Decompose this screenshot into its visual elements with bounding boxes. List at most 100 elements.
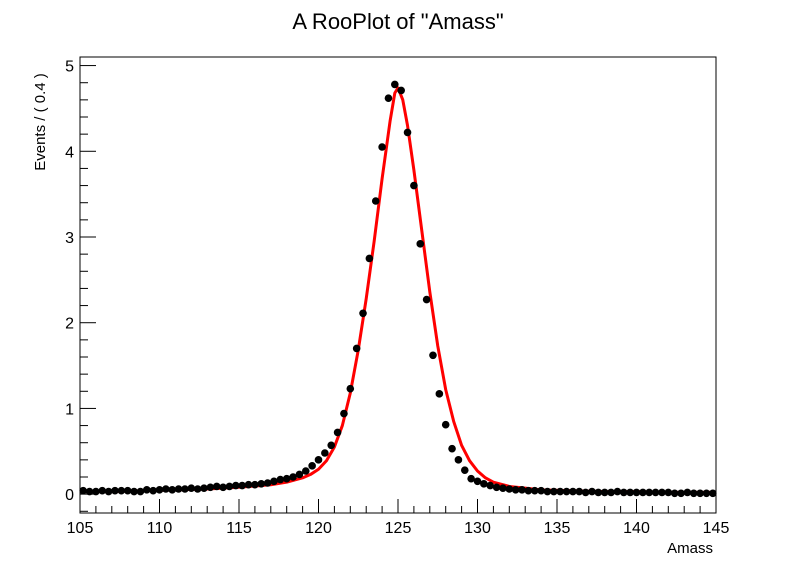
point-marker (295, 470, 304, 479)
data-point (639, 488, 647, 497)
data-point (238, 481, 246, 490)
data-point (225, 482, 234, 491)
point-marker (251, 480, 259, 489)
data-point (441, 420, 450, 429)
data-point (340, 409, 348, 418)
point-marker (168, 486, 177, 494)
y-tick-label: 3 (65, 230, 74, 247)
point-marker (340, 409, 348, 418)
data-point (365, 254, 374, 263)
data-point (321, 449, 329, 457)
point-marker (206, 483, 215, 492)
point-marker (492, 483, 501, 492)
point-marker (639, 488, 647, 497)
point-marker (518, 486, 526, 494)
data-point (308, 462, 316, 470)
point-marker (270, 477, 278, 486)
point-marker (359, 309, 367, 318)
point-marker (670, 489, 679, 498)
data-point (162, 485, 170, 493)
data-point (244, 480, 253, 489)
data-point (575, 487, 584, 496)
data-point (600, 488, 609, 497)
data-point (658, 488, 666, 497)
data-point (111, 486, 119, 495)
data-point (187, 484, 196, 492)
data-point (448, 444, 456, 453)
point-marker (212, 482, 221, 491)
point-marker (384, 94, 393, 102)
point-marker (448, 444, 456, 453)
data-point (104, 487, 113, 496)
point-marker (181, 485, 189, 493)
axes: 105 110 115 120 125 130 135 140 145 0 1 2 3 4 5 (65, 59, 729, 537)
data-point (505, 485, 514, 493)
data-point (524, 486, 533, 495)
data-point (346, 384, 355, 393)
data-point (683, 488, 692, 497)
data-point (359, 309, 367, 318)
point-marker (314, 456, 323, 464)
data-point (696, 489, 704, 498)
data-point (632, 488, 641, 497)
point-marker (702, 489, 711, 498)
x-tick-label: 120 (305, 520, 332, 537)
point-marker (136, 487, 145, 496)
fit-curve-layer (80, 86, 716, 494)
data-point (435, 390, 444, 398)
point-marker (321, 449, 329, 457)
point-marker (117, 486, 126, 495)
data-point (537, 486, 545, 495)
data-point (454, 456, 463, 464)
point-marker (562, 487, 571, 496)
point-marker (238, 481, 246, 490)
point-marker (441, 420, 450, 429)
data-point (556, 487, 564, 496)
data-point (200, 484, 208, 492)
point-marker (142, 486, 151, 494)
point-marker (651, 488, 660, 497)
data-point (98, 486, 107, 495)
data-point (378, 143, 386, 151)
data-point (664, 488, 673, 497)
data-point (467, 474, 475, 483)
x-tick-label: 145 (703, 520, 730, 537)
point-marker (709, 489, 717, 498)
data-point (384, 94, 393, 102)
data-point (371, 197, 380, 205)
data-point (709, 489, 717, 498)
point-marker (696, 489, 704, 498)
point-marker (308, 462, 316, 470)
y-tick-label: 0 (65, 487, 74, 504)
data-point (626, 488, 634, 497)
data-point (85, 487, 94, 496)
data-point (486, 481, 495, 490)
point-marker (327, 441, 336, 450)
data-point (352, 344, 361, 353)
y-axis-label: Events / ( 0.4 ) (32, 73, 49, 171)
x-tick-label: 130 (464, 520, 491, 537)
data-point (257, 480, 266, 488)
y-tick-label: 5 (65, 59, 74, 76)
point-marker (79, 486, 87, 495)
point-marker (486, 481, 495, 490)
point-marker (104, 487, 113, 496)
point-marker (664, 488, 673, 497)
point-marker (174, 485, 183, 493)
y-tick-label: 1 (65, 401, 74, 418)
data-point (142, 486, 151, 494)
data-point (403, 128, 412, 137)
data-point (92, 487, 100, 496)
data-points-layer (79, 80, 717, 498)
data-point (581, 488, 590, 497)
data-point (518, 486, 526, 494)
point-marker (219, 483, 227, 492)
point-marker (460, 466, 469, 474)
point-marker (600, 488, 609, 497)
plot-frame (79, 56, 717, 514)
point-marker (511, 486, 520, 494)
point-marker (193, 485, 202, 493)
point-marker (588, 487, 596, 496)
data-point (550, 487, 558, 496)
point-marker (467, 474, 475, 483)
